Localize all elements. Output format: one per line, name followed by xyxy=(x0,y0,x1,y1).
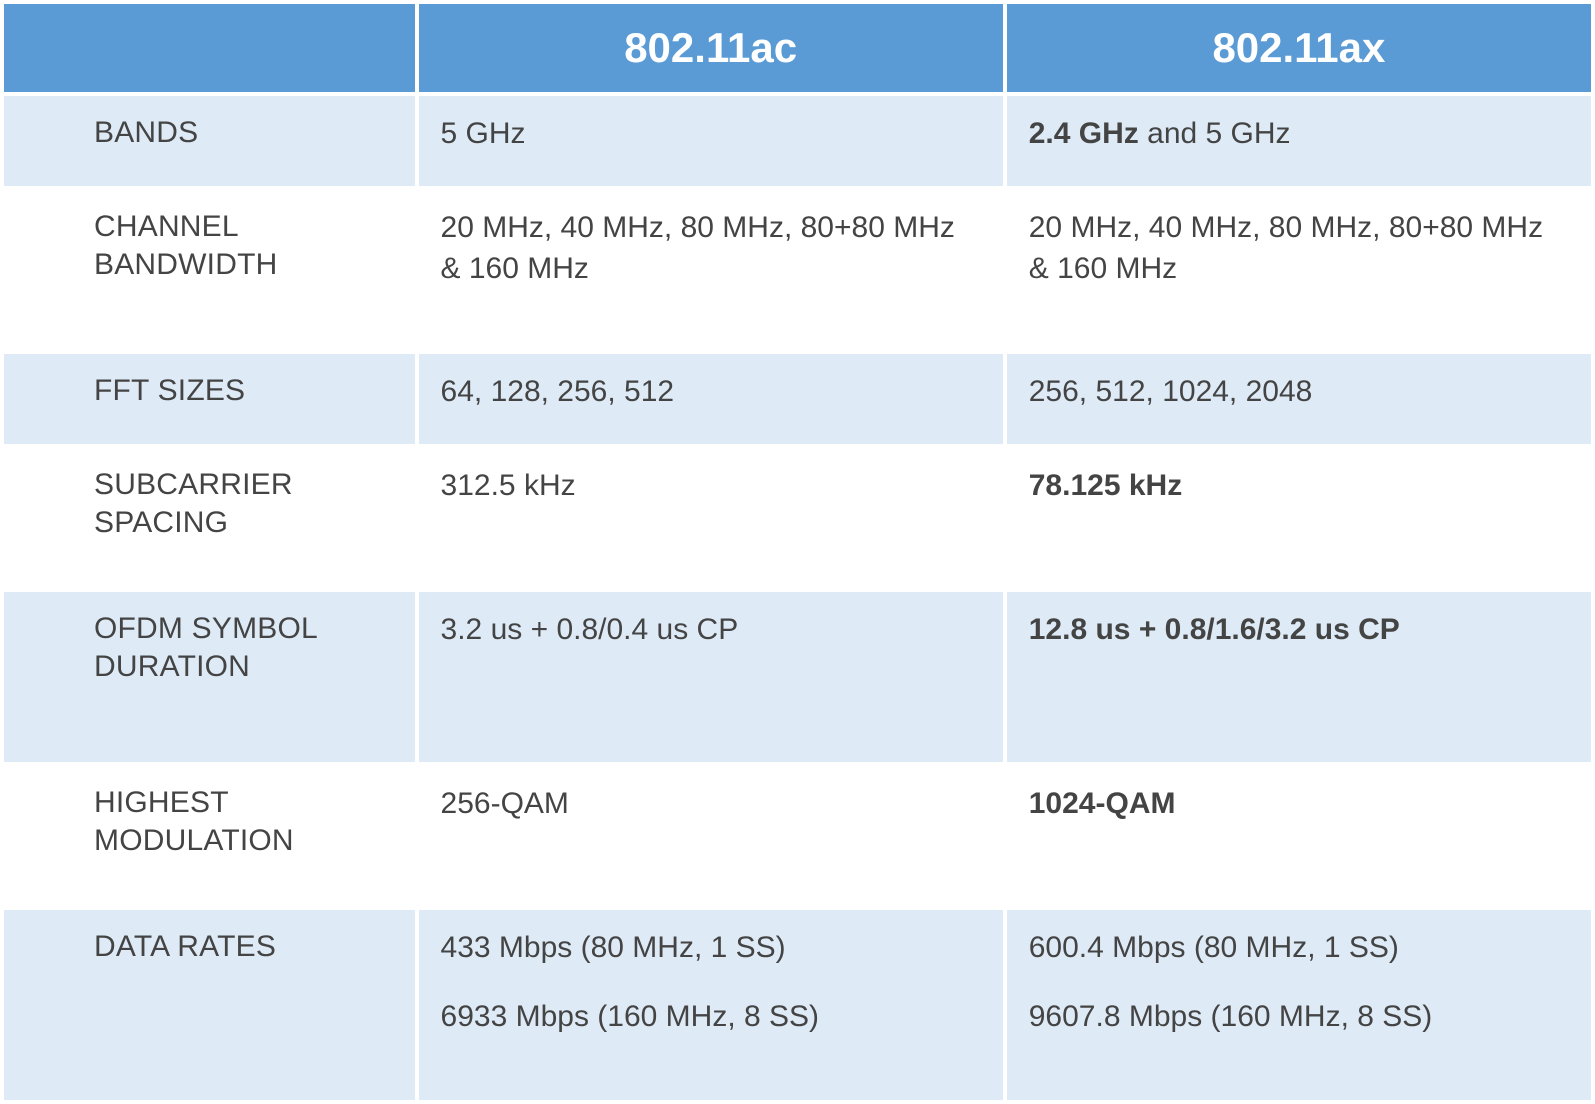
value-segment: 64, 128, 256, 512 xyxy=(441,375,675,408)
ax-value: 12.8 us + 0.8/1.6/3.2 us CP xyxy=(1007,592,1591,762)
row-label: CHANNEL BANDWIDTH xyxy=(4,190,415,350)
header-blank xyxy=(4,4,415,92)
value-segment-bold: 78.125 kHz xyxy=(1029,469,1182,502)
row-label: OFDM SYMBOL DURATION xyxy=(4,592,415,762)
ac-value: 256-QAM xyxy=(419,766,1003,906)
ax-value: 600.4 Mbps (80 MHz, 1 SS) 9607.8 Mbps (16… xyxy=(1007,910,1591,1100)
value-segment: 3.2 us + 0.8/0.4 us CP xyxy=(441,613,739,646)
ac-value: 20 MHz, 40 MHz, 80 MHz, 80+80 MHz & 160 … xyxy=(419,190,1003,350)
value-segment-bold: 2.4 GHz xyxy=(1029,117,1139,150)
ac-value: 5 GHz xyxy=(419,96,1003,186)
ax-value: 78.125 kHz xyxy=(1007,448,1591,588)
table-row: BANDS 5 GHz 2.4 GHz and 5 GHz xyxy=(4,96,1591,186)
value-segment: 256-QAM xyxy=(441,787,569,820)
ax-value: 1024-QAM xyxy=(1007,766,1591,906)
ac-value: 64, 128, 256, 512 xyxy=(419,354,1003,444)
table-row: SUBCARRIER SPACING 312.5 kHz 78.125 kHz xyxy=(4,448,1591,588)
value-segment-bold: 12.8 us + 0.8/1.6/3.2 us CP xyxy=(1029,613,1400,646)
value-paragraph: 433 Mbps (80 MHz, 1 SS) xyxy=(441,928,981,969)
table-row: FFT SIZES 64, 128, 256, 512 256, 512, 1024… xyxy=(4,354,1591,444)
ac-value: 3.2 us + 0.8/0.4 us CP xyxy=(419,592,1003,762)
ac-value: 433 Mbps (80 MHz, 1 SS) 6933 Mbps (160 MH… xyxy=(419,910,1003,1100)
value-segment: 312.5 kHz xyxy=(441,469,576,502)
ax-value: 20 MHz, 40 MHz, 80 MHz, 80+80 MHz & 160 … xyxy=(1007,190,1591,350)
header-ac: 802.11ac xyxy=(419,4,1003,92)
value-paragraph: 600.4 Mbps (80 MHz, 1 SS) xyxy=(1029,928,1569,969)
ax-value: 2.4 GHz and 5 GHz xyxy=(1007,96,1591,186)
table-row: HIGHEST MODULATION 256-QAM 1024-QAM xyxy=(4,766,1591,906)
table-header-row: 802.11ac 802.11ax xyxy=(4,4,1591,92)
value-paragraph: 9607.8 Mbps (160 MHz, 8 SS) xyxy=(1029,997,1569,1038)
row-label: BANDS xyxy=(4,96,415,186)
table-row: DATA RATES 433 Mbps (80 MHz, 1 SS) 6933 Mb… xyxy=(4,910,1591,1100)
row-label: HIGHEST MODULATION xyxy=(4,766,415,906)
value-segment: 256, 512, 1024, 2048 xyxy=(1029,375,1313,408)
ax-value: 256, 512, 1024, 2048 xyxy=(1007,354,1591,444)
value-segment: and 5 GHz xyxy=(1139,117,1291,150)
value-segment-bold: 1024-QAM xyxy=(1029,787,1176,820)
table-row: OFDM SYMBOL DURATION 3.2 us + 0.8/0.4 us … xyxy=(4,592,1591,762)
table-row: CHANNEL BANDWIDTH 20 MHz, 40 MHz, 80 MHz,… xyxy=(4,190,1591,350)
comparison-table: 802.11ac 802.11ax BANDS 5 GHz 2.4 GHz and … xyxy=(0,0,1595,1104)
ac-value: 312.5 kHz xyxy=(419,448,1003,588)
value-segment: 20 MHz, 40 MHz, 80 MHz, 80+80 MHz & 160 … xyxy=(441,211,955,285)
value-paragraph: 6933 Mbps (160 MHz, 8 SS) xyxy=(441,997,981,1038)
row-label: DATA RATES xyxy=(4,910,415,1100)
table-body: BANDS5 GHz2.4 GHz and 5 GHzCHANNEL BANDW… xyxy=(4,96,1591,1100)
row-label: FFT SIZES xyxy=(4,354,415,444)
value-segment: 5 GHz xyxy=(441,117,526,150)
row-label: SUBCARRIER SPACING xyxy=(4,448,415,588)
value-segment: 20 MHz, 40 MHz, 80 MHz, 80+80 MHz & 160 … xyxy=(1029,211,1543,285)
header-ax: 802.11ax xyxy=(1007,4,1591,92)
